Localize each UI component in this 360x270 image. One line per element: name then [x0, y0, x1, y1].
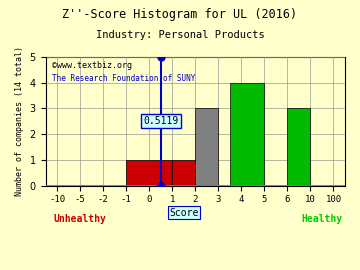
- Text: 0.5119: 0.5119: [143, 116, 179, 126]
- Text: Healthy: Healthy: [301, 214, 342, 224]
- Text: The Research Foundation of SUNY: The Research Foundation of SUNY: [51, 73, 195, 83]
- Y-axis label: Number of companies (14 total): Number of companies (14 total): [15, 46, 24, 196]
- Bar: [172, 160, 195, 186]
- Text: Unhealthy: Unhealthy: [54, 214, 107, 224]
- Bar: [126, 160, 172, 186]
- Bar: [230, 83, 264, 186]
- Text: Industry: Personal Products: Industry: Personal Products: [96, 30, 264, 40]
- Bar: [287, 108, 310, 186]
- Text: Score: Score: [169, 208, 198, 218]
- Text: ©www.textbiz.org: ©www.textbiz.org: [51, 61, 131, 70]
- Bar: [195, 108, 218, 186]
- Text: Z''-Score Histogram for UL (2016): Z''-Score Histogram for UL (2016): [62, 8, 298, 21]
